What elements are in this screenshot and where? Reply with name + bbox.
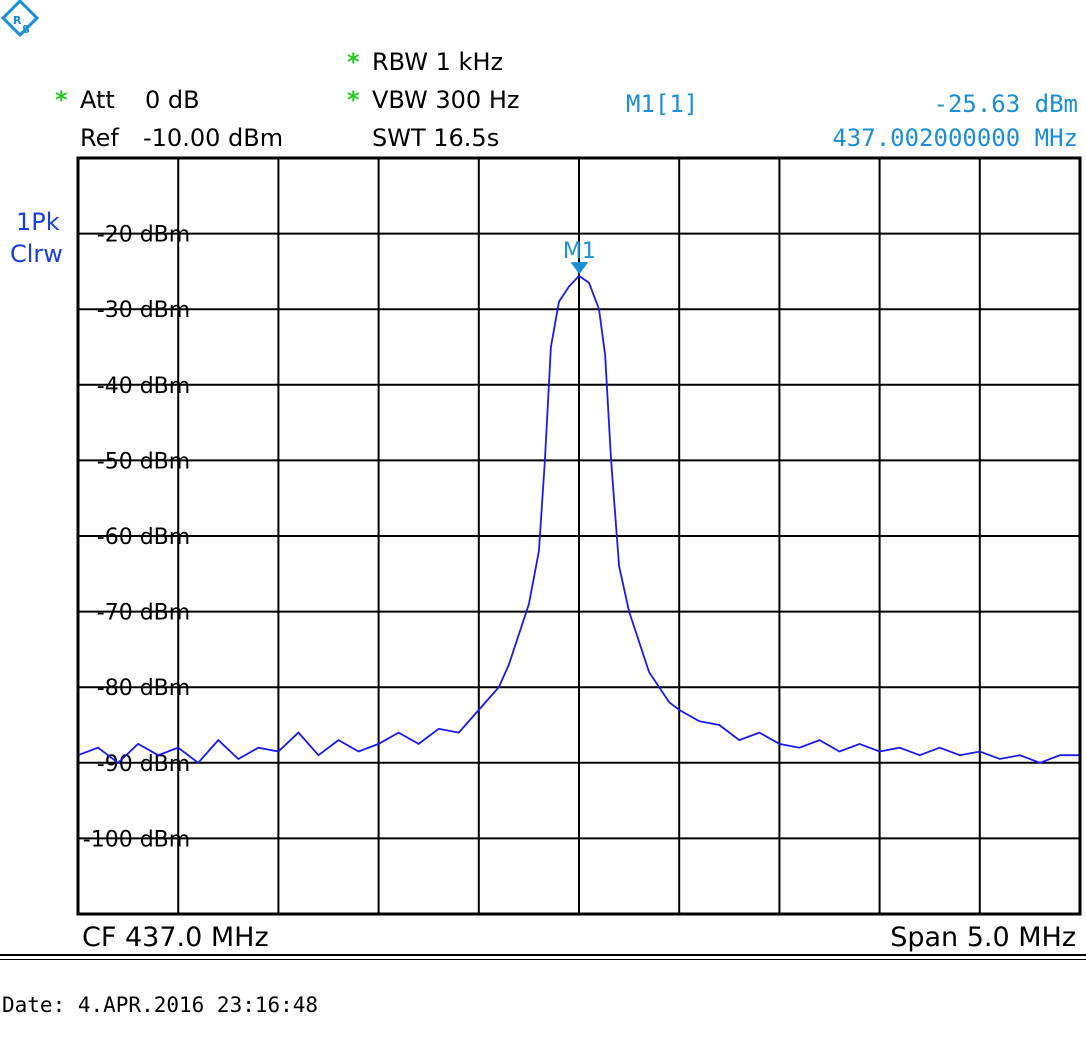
date-stamp: Date: 4.APR.2016 23:16:48 <box>2 993 319 1017</box>
marker-m1-label: M1 <box>563 239 596 264</box>
trace-mode: Clrw <box>10 240 63 268</box>
y-tick-label: -60 dBm <box>97 525 190 550</box>
plot-frame <box>76 156 1082 916</box>
y-tick-label: -20 dBm <box>97 223 190 248</box>
vbw-value: VBW 300 Hz <box>372 86 520 114</box>
y-tick-label: -40 dBm <box>97 374 190 399</box>
att-star: * <box>55 86 68 114</box>
rbw-value: RBW 1 kHz <box>372 48 504 76</box>
footer-divider-2 <box>0 959 1086 960</box>
center-frequency: CF 437.0 MHz <box>82 922 269 953</box>
y-tick-label: -70 dBm <box>97 601 190 626</box>
att-label: Att <box>80 86 115 114</box>
y-tick-label: -30 dBm <box>97 298 190 323</box>
trace-line <box>77 274 1080 765</box>
sweep-time: SWT 16.5s <box>372 124 500 152</box>
marker-level: -25.63 dBm <box>933 90 1079 118</box>
footer-divider <box>0 954 1086 956</box>
marker-readout-label: M1[1] <box>626 90 699 118</box>
marker-m1-triangle[interactable] <box>570 262 589 275</box>
rbw-star: * <box>347 48 360 76</box>
y-tick-label: -50 dBm <box>97 449 190 474</box>
marker-frequency: 437.002000000 MHz <box>832 124 1078 152</box>
vbw-star: * <box>347 86 360 114</box>
trace-detector: 1Pk <box>16 208 60 236</box>
rs-logo: R S <box>0 0 40 38</box>
svg-text:R: R <box>13 14 22 27</box>
ref-level: -10.00 dBm <box>143 124 284 152</box>
svg-text:S: S <box>22 23 30 36</box>
y-tick-label: -80 dBm <box>97 676 190 701</box>
y-tick-label: -90 dBm <box>97 752 190 777</box>
y-tick-label: -100 dBm <box>83 827 190 852</box>
ref-label: Ref <box>80 124 119 152</box>
span: Span 5.0 MHz <box>890 922 1076 953</box>
att-value: 0 dB <box>145 86 200 114</box>
